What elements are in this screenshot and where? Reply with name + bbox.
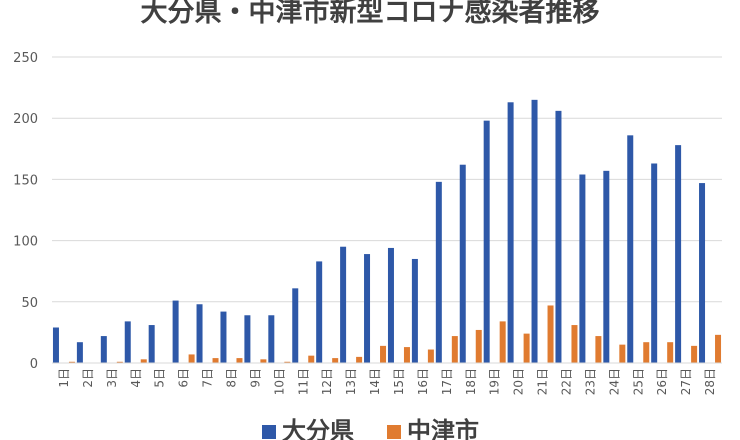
bar-oita <box>579 174 586 363</box>
x-tick-label: 9日 <box>248 368 262 388</box>
bar-oita <box>172 300 179 363</box>
x-tick-label: 15日 <box>392 368 406 395</box>
bar-oita <box>244 315 251 363</box>
bar-oita <box>387 247 394 363</box>
bar-oita <box>603 170 610 363</box>
x-tick-label: 12日 <box>320 368 334 395</box>
bar-oita <box>316 261 323 363</box>
bar-oita <box>196 304 203 363</box>
legend-label-oita: 大分県 <box>282 417 354 440</box>
x-tick-label: 10日 <box>272 368 286 395</box>
bar-oita <box>100 336 107 363</box>
bar-nakatsu <box>116 361 123 363</box>
bar-oita <box>651 163 658 363</box>
bar-nakatsu <box>212 358 219 363</box>
y-axis-ticks: 0 50 100 150 200 250 <box>13 51 38 372</box>
bar-nakatsu <box>451 336 458 363</box>
x-axis-ticks: 1日 2日 3日 4日 5日 6日 7日 8日 9日 10日 11日 12日 13日 14日 15日 16日 1… <box>57 368 717 395</box>
bar-oita <box>411 258 418 363</box>
bar-nakatsu <box>523 333 530 363</box>
x-tick-label: 23日 <box>583 368 597 395</box>
bar-nakatsu <box>643 342 650 363</box>
x-tick-label: 25日 <box>631 368 645 395</box>
x-tick-label: 3日 <box>105 368 119 388</box>
bar-nakatsu <box>380 345 387 363</box>
x-tick-label: 5日 <box>153 368 167 388</box>
legend: 大分県 中津市 <box>262 417 479 440</box>
x-tick-label: 26日 <box>655 368 669 395</box>
bar-oita <box>435 181 442 363</box>
bar-nakatsu <box>140 359 147 363</box>
bar-nakatsu <box>691 345 698 363</box>
bar-nakatsu <box>403 347 410 363</box>
bar-nakatsu <box>619 344 626 363</box>
bar-nakatsu <box>284 361 291 363</box>
bar-oita <box>483 120 490 363</box>
bar-nakatsu <box>188 354 195 363</box>
x-tick-label: 4日 <box>129 368 143 388</box>
x-tick-label: 2日 <box>81 368 95 388</box>
bar-nakatsu <box>68 361 75 363</box>
bar-oita <box>52 327 59 363</box>
bar-oita <box>268 315 275 363</box>
bar-nakatsu <box>499 321 506 363</box>
bar-nakatsu <box>715 334 722 363</box>
x-tick-label: 11日 <box>296 368 310 395</box>
bar-oita <box>364 254 371 363</box>
legend-label-nakatsu: 中津市 <box>407 417 479 440</box>
x-tick-label: 13日 <box>344 368 358 395</box>
bar-nakatsu <box>356 356 363 363</box>
bar-nakatsu <box>547 305 554 363</box>
bar-nakatsu <box>427 349 434 363</box>
x-tick-label: 27日 <box>679 368 693 395</box>
bar-oita <box>124 321 131 363</box>
y-tick-label: 200 <box>13 112 38 127</box>
bar-oita <box>531 99 538 363</box>
bar-oita <box>340 246 347 363</box>
bar-nakatsu <box>236 358 243 363</box>
bar-oita <box>459 164 466 363</box>
bar-oita <box>76 342 83 363</box>
x-tick-label: 20日 <box>512 368 526 395</box>
x-tick-label: 6日 <box>177 368 191 388</box>
bar-nakatsu <box>475 329 482 363</box>
bar-oita <box>699 183 706 363</box>
legend-swatch-oita <box>262 425 276 439</box>
y-tick-label: 0 <box>30 357 38 372</box>
x-tick-label: 1日 <box>57 368 71 388</box>
x-tick-label: 19日 <box>488 368 502 395</box>
x-tick-label: 28日 <box>703 368 717 395</box>
chart-title: 大分県・中津市新型コロナ感染者推移 <box>141 0 600 28</box>
gridlines <box>52 56 722 303</box>
bar-nakatsu <box>332 358 339 363</box>
x-tick-label: 21日 <box>536 368 550 395</box>
bar-oita <box>507 102 514 364</box>
bar-oita <box>675 145 682 363</box>
bar-nakatsu <box>667 342 674 363</box>
y-tick-label: 250 <box>13 51 38 66</box>
x-tick-label: 8日 <box>224 368 238 388</box>
x-tick-label: 16日 <box>416 368 430 395</box>
bar-nakatsu <box>571 325 578 363</box>
bars <box>52 99 722 364</box>
x-tick-label: 7日 <box>201 368 215 388</box>
bar-nakatsu <box>595 336 602 363</box>
bar-oita <box>220 311 227 363</box>
y-tick-label: 50 <box>21 296 38 311</box>
y-tick-label: 150 <box>13 173 38 188</box>
x-tick-label: 24日 <box>607 368 621 395</box>
x-tick-label: 18日 <box>464 368 478 395</box>
bar-oita <box>555 110 562 363</box>
bar-oita <box>292 288 299 363</box>
x-tick-label: 22日 <box>559 368 573 395</box>
x-tick-label: 14日 <box>368 368 382 395</box>
bar-oita <box>148 325 155 363</box>
y-tick-label: 100 <box>13 235 38 250</box>
x-tick-label: 17日 <box>440 368 454 395</box>
bar-nakatsu <box>260 359 267 363</box>
legend-swatch-nakatsu <box>387 425 401 439</box>
bar-nakatsu <box>308 355 315 363</box>
bar-oita <box>627 135 634 363</box>
